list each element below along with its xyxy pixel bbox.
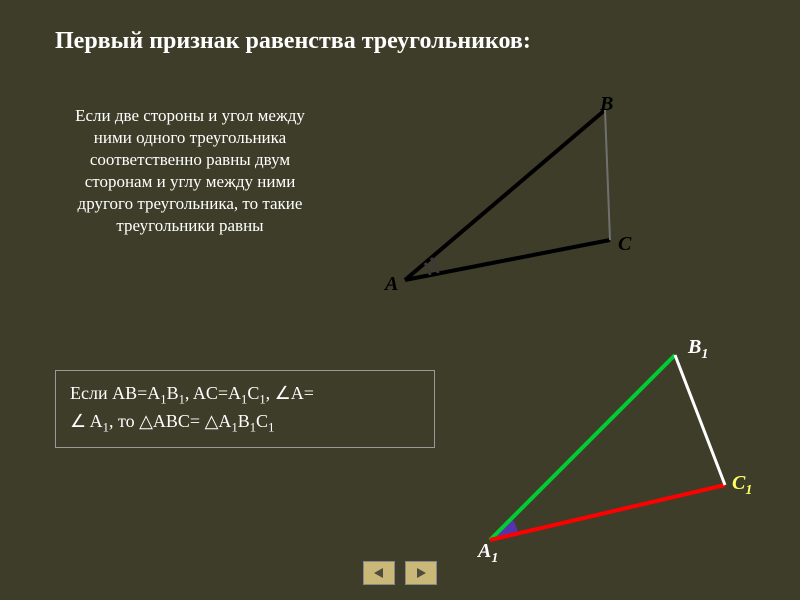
vertex-label-a: A — [385, 273, 398, 296]
edge-ab — [405, 110, 605, 280]
edge-ac — [405, 240, 610, 280]
triangle-a1b1c1-diagram — [470, 345, 770, 565]
triangle-left-icon — [372, 566, 386, 580]
vertex-label-c1: C1 — [732, 472, 752, 499]
page-title: Первый признак равенства треугольников: — [55, 28, 531, 55]
edge-a1c1 — [490, 485, 725, 540]
formula-box: Если AB=A1B1, AC=A1C1, ∠A= ∠ A1, то △ABC… — [55, 370, 435, 448]
angle-arc-2 — [431, 258, 438, 273]
triangle-right-icon — [414, 566, 428, 580]
edge-b1c1 — [675, 355, 725, 485]
edge-a1b1 — [490, 355, 675, 540]
prev-button[interactable] — [363, 561, 395, 585]
vertex-label-b1: B1 — [688, 336, 708, 363]
vertex-label-c: C — [618, 233, 631, 256]
vertex-label-a1: A1 — [478, 540, 498, 567]
triangle-abc-diagram — [380, 90, 660, 310]
theorem-statement: Если две стороны и угол между ними одног… — [70, 105, 310, 238]
angle-arc-1 — [425, 263, 430, 275]
next-button[interactable] — [405, 561, 437, 585]
nav-controls — [363, 561, 437, 585]
vertex-label-b: B — [600, 93, 613, 116]
edge-bc — [605, 110, 610, 240]
